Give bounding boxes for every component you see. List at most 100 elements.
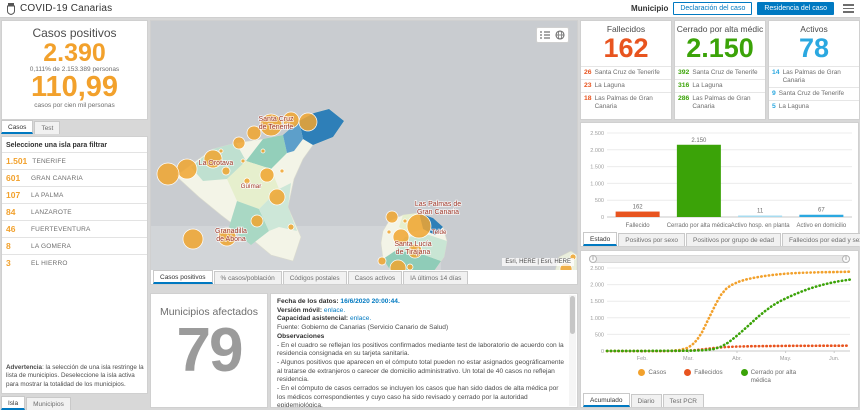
- legend-dot: [684, 369, 692, 376]
- header: COVID-19 Canarias Municipio Declaración …: [0, 0, 860, 18]
- legend-label: Cerrado por alta médica: [750, 369, 797, 384]
- version-label: Versión móvil:: [277, 306, 323, 314]
- map-tab-ia-ltimos-14-d-as[interactable]: IA últimos 14 días: [403, 271, 469, 284]
- tab-acumulado[interactable]: Acumulado: [583, 393, 630, 407]
- observacion-item: - Algunos positivos que aparecen en el c…: [277, 358, 565, 384]
- island-name: TENERIFE: [32, 157, 67, 165]
- island-value: 46: [6, 224, 16, 234]
- estado-bar-chart[interactable]: 0 500 1.000 1.500 2.000 2.500 162 Fallecido 2.15…: [581, 123, 858, 231]
- label-las-palmas: Las Palmas de Gran Canaria: [415, 201, 461, 216]
- svg-text:Jun.: Jun.: [829, 356, 840, 362]
- svg-text:162: 162: [633, 205, 644, 211]
- stat-breakdown-row[interactable]: 14 Las Palmas de Gran Canaria: [769, 65, 859, 87]
- chart-legend: Casos Fallecidos Cerrado por alta médica: [581, 369, 858, 384]
- stat-title: Fallecidos: [606, 24, 646, 34]
- island-row-fuerteventura[interactable]: 46 FUERTEVENTURA: [2, 220, 147, 237]
- svg-text:2.150: 2.150: [691, 138, 707, 144]
- map-attribution: Esri, HERE | Esri, HERE: [502, 258, 574, 266]
- island-name: LANZAROTE: [31, 208, 72, 216]
- stat-breakdown-row[interactable]: 5 La Laguna: [769, 99, 859, 113]
- island-value: 84: [6, 207, 16, 217]
- svg-text:67: 67: [818, 208, 825, 214]
- label-santa-lucia: Santa Lucía de Tirajana: [394, 241, 431, 256]
- version-movil-link[interactable]: enlace.: [323, 306, 346, 314]
- svg-text:0: 0: [601, 349, 604, 355]
- island-row-la-gomera[interactable]: 8 LA GOMERA: [2, 237, 147, 254]
- island-row-el-hierro[interactable]: 3 EL HIERRO: [2, 254, 147, 271]
- declaracion-del-caso-button[interactable]: Declaración del caso: [673, 2, 753, 15]
- casos-total-value: 2.390: [43, 39, 106, 67]
- stat-breakdown-row[interactable]: 392 Santa Cruz de Tenerife: [675, 65, 765, 79]
- stat-card-activos: Activos 78 14 Las Palmas de Gran Canaria 9 Sa…: [768, 20, 860, 120]
- label-la-orotava: La Orotava: [199, 160, 234, 167]
- stat-breakdown-row[interactable]: 26 Santa Cruz de Tenerife: [581, 65, 671, 79]
- tab-fallecidos-por-edad-y-sexo[interactable]: Fallecidos por edad y sexo: [781, 233, 860, 246]
- legend-item-fallecidos[interactable]: Fallecidos: [684, 369, 723, 384]
- island-row-la-palma[interactable]: 107 LA PALMA: [2, 186, 147, 203]
- map-canvas[interactable]: Santa Cruz de Tenerife La Orotava Güímar …: [151, 21, 577, 270]
- tab-estado[interactable]: Estado: [583, 232, 618, 246]
- svg-text:500: 500: [595, 198, 604, 204]
- legend-item-casos[interactable]: Casos: [638, 369, 666, 384]
- breakdown-value: 26: [584, 68, 592, 76]
- stat-breakdown-row[interactable]: 9 Santa Cruz de Tenerife: [769, 86, 859, 100]
- svg-text:2.500: 2.500: [590, 131, 604, 137]
- basemap-icon[interactable]: [555, 30, 565, 40]
- breakdown-name: Las Palmas de Gran Canaria: [782, 68, 841, 84]
- range-handle-left[interactable]: ‖: [589, 255, 597, 263]
- stat-breakdown-row[interactable]: 316 La Laguna: [675, 78, 765, 92]
- island-name: FUERTEVENTURA: [31, 225, 91, 233]
- estado-tabstrip: Estado Positivos por sexo Positivos por gr…: [583, 231, 860, 246]
- island-row-gran-canaria[interactable]: 601 GRAN CANARIA: [2, 169, 147, 186]
- menu-icon[interactable]: [843, 4, 854, 13]
- stat-title: Activos: [800, 24, 828, 34]
- legend-icon[interactable]: [540, 30, 550, 40]
- info-scrollbar-thumb[interactable]: [570, 296, 575, 334]
- tab-diario[interactable]: Diario: [630, 394, 662, 407]
- casos-rate-value: 110,99: [30, 71, 119, 104]
- svg-text:1.500: 1.500: [590, 299, 604, 305]
- stat-breakdown-row[interactable]: 18 Las Palmas de Gran Canaria: [581, 91, 671, 113]
- island-row-lanzarote[interactable]: 84 LANZAROTE: [2, 203, 147, 220]
- stat-title: Cerrado por alta médic: [676, 24, 764, 34]
- svg-text:1.500: 1.500: [590, 165, 604, 171]
- residencia-del-caso-button[interactable]: Residencia del caso: [757, 2, 834, 15]
- map-tab-casos-positivos[interactable]: Casos positivos: [153, 270, 213, 284]
- svg-text:2.500: 2.500: [590, 266, 604, 272]
- tab-municipios[interactable]: Municipios: [26, 397, 71, 410]
- islands-list: 1.501 TENERIFE 601 GRAN CANARIA 107 LA PALMA 8…: [2, 152, 147, 271]
- casos-rate-label: casos por cien mil personas: [34, 102, 115, 110]
- stat-breakdown-row[interactable]: 23 La Laguna: [581, 78, 671, 92]
- legend-item-cerrado-por-alta-m-dica[interactable]: Cerrado por alta médica: [740, 369, 801, 384]
- map-tab--casos-poblaci-n[interactable]: % casos/población: [213, 271, 282, 284]
- island-row-tenerife[interactable]: 1.501 TENERIFE: [2, 152, 147, 169]
- tab-isla[interactable]: Isla: [1, 396, 26, 410]
- capacidad-link[interactable]: enlace.: [349, 315, 372, 323]
- island-name: GRAN CANARIA: [31, 174, 83, 182]
- island-name: LA PALMA: [31, 191, 64, 199]
- capacidad-label: Capacidad asistencial:: [277, 315, 349, 323]
- acumulado-line-chart[interactable]: 0 500 1.000 1.500 2.000 2.500 Feb. Mar. Abr. May.…: [581, 263, 858, 363]
- time-range-slider[interactable]: ‖ ‖: [589, 255, 850, 263]
- svg-text:Mar.: Mar.: [683, 356, 694, 362]
- label-telde: Telde: [432, 229, 447, 236]
- tab-test-pcr[interactable]: Test PCR: [662, 394, 704, 407]
- tab-positivos-por-sexo[interactable]: Positivos por sexo: [618, 233, 685, 246]
- warning-bold: Advertencia: [6, 363, 43, 371]
- island-value: 601: [6, 173, 21, 183]
- range-handle-right[interactable]: ‖: [842, 255, 850, 263]
- island-name: LA GOMERA: [31, 242, 72, 250]
- stat-breakdown-row[interactable]: 286 Las Palmas de Gran Canaria: [675, 91, 765, 113]
- breakdown-name: La Laguna: [594, 81, 625, 89]
- tab-casos[interactable]: Casos: [1, 120, 34, 134]
- map-controls: [536, 27, 569, 43]
- municipios-value: 79: [176, 316, 244, 385]
- tab-test[interactable]: Test: [34, 121, 61, 134]
- tab-positivos-por-grupo-de-edad[interactable]: Positivos por grupo de edad: [686, 233, 781, 246]
- map-labels: Santa Cruz de Tenerife La Orotava Güímar …: [198, 115, 462, 257]
- map-tab-casos-activos[interactable]: Casos activos: [347, 271, 403, 284]
- islands-panel: Seleccione una isla para filtrar 1.501 TE…: [1, 136, 148, 394]
- map-tab-c-digos-postales[interactable]: Códigos postales: [282, 271, 347, 284]
- info-scrollbar[interactable]: [569, 295, 576, 406]
